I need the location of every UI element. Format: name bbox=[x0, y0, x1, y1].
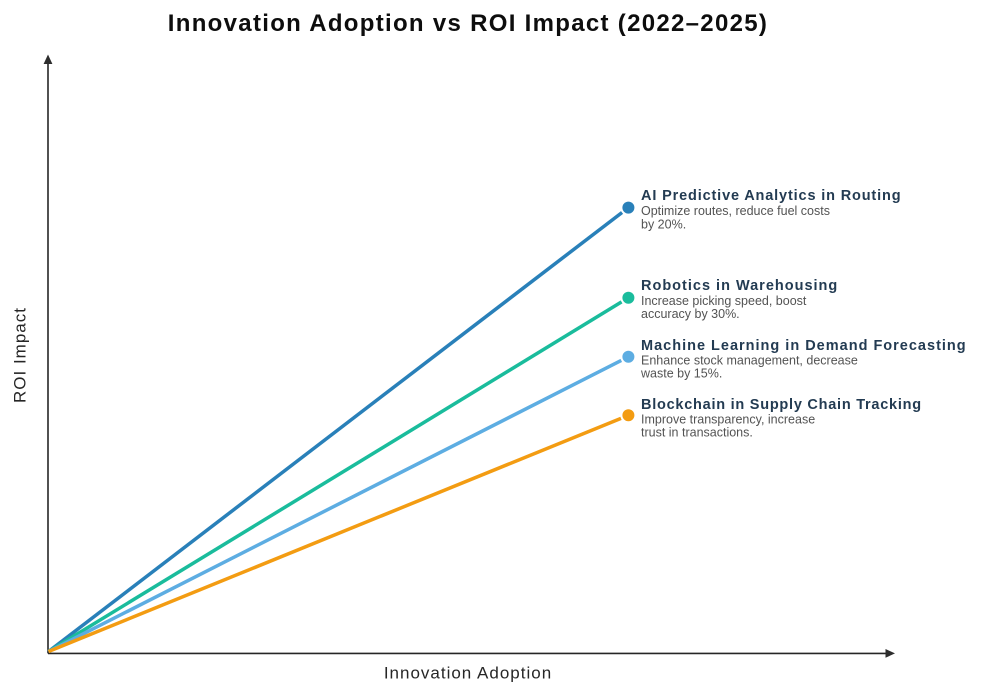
svg-text:Innovation Adoption: Innovation Adoption bbox=[384, 664, 552, 683]
svg-text:Blockchain in Supply Chain Tra: Blockchain in Supply Chain Tracking bbox=[641, 397, 922, 413]
svg-text:Machine Learning in Demand For: Machine Learning in Demand Forecasting bbox=[641, 338, 967, 354]
svg-text:Robotics in Warehousing: Robotics in Warehousing bbox=[641, 278, 838, 294]
svg-text:AI Predictive Analytics in Rou: AI Predictive Analytics in Routing bbox=[641, 188, 901, 204]
svg-text:Innovation Adoption vs ROI Imp: Innovation Adoption vs ROI Impact (2022–… bbox=[168, 10, 768, 37]
svg-text:waste by 15%.: waste by 15%. bbox=[640, 367, 722, 381]
svg-text:Increase picking speed, boost: Increase picking speed, boost bbox=[641, 294, 807, 308]
svg-text:ROI Impact: ROI Impact bbox=[11, 307, 30, 403]
svg-text:Improve transparency, increase: Improve transparency, increase bbox=[641, 413, 815, 427]
svg-text:Optimize routes, reduce fuel c: Optimize routes, reduce fuel costs bbox=[641, 204, 830, 218]
svg-text:Enhance stock management, decr: Enhance stock management, decrease bbox=[641, 354, 858, 368]
svg-text:trust in transactions.: trust in transactions. bbox=[641, 426, 753, 440]
svg-text:by 20%.: by 20%. bbox=[641, 218, 686, 232]
svg-text:accuracy by 30%.: accuracy by 30%. bbox=[641, 307, 740, 321]
